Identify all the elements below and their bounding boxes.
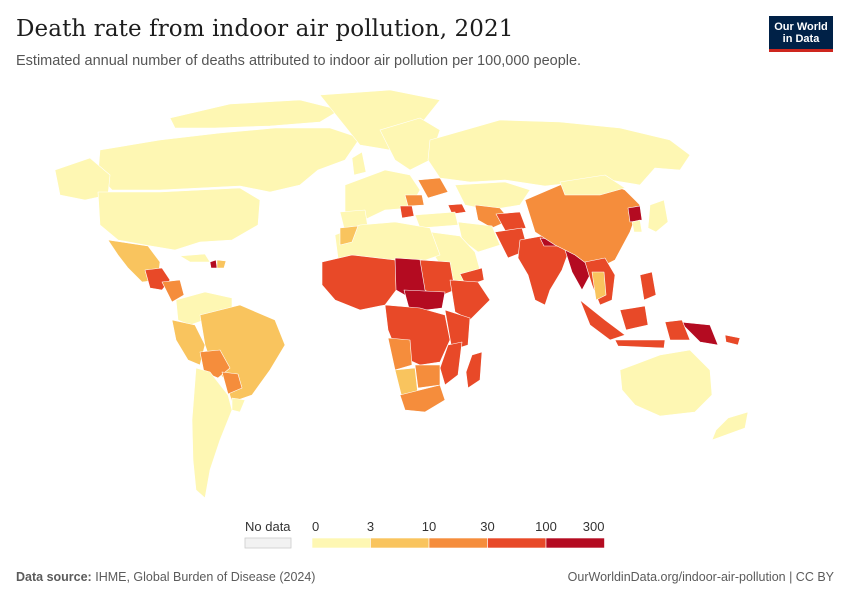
region-horn-of-africa[interactable] [449,279,491,321]
region-dominican[interactable] [216,259,227,269]
footer-source: Data source: IHME, Global Burden of Dise… [16,570,315,584]
legend-no-data-swatch [244,537,292,549]
region-east-africa[interactable] [444,309,471,351]
region-chile-argentina[interactable] [191,367,233,499]
region-korea-japan[interactable] [631,199,669,233]
region-madagascar[interactable] [465,351,483,389]
legend: No data 0 3 10 30 100 300 [244,519,605,549]
legend-bin[interactable] [311,537,371,549]
region-morocco[interactable] [339,225,359,246]
region-mozambique[interactable] [439,341,463,386]
chart-title: Death rate from indoor air pollution, 20… [16,16,514,42]
region-uk[interactable] [351,151,367,176]
region-uruguay[interactable] [231,397,246,413]
region-papua-new-guinea[interactable] [679,321,719,346]
legend-tick-label: 3 [367,519,374,534]
logo-line-2: in Data [782,32,820,45]
region-balkans[interactable] [399,205,415,219]
region-usa[interactable] [97,187,261,251]
legend-tick-label: 0 [312,519,319,534]
legend-no-data-label: No data [245,519,291,534]
region-mongolia[interactable] [559,174,626,196]
region-solomon[interactable] [724,334,741,346]
region-thailand[interactable] [591,271,607,301]
source-text: IHME, Global Burden of Disease (2024) [95,570,316,584]
region-arctic-islands[interactable] [169,99,341,129]
region-honduras-nicaragua[interactable] [161,279,185,303]
chart-subtitle: Estimated annual number of deaths attrib… [16,53,582,69]
region-haiti[interactable] [209,259,218,269]
region-philippines[interactable] [639,271,657,301]
region-turkey[interactable] [414,211,459,229]
region-south-africa[interactable] [399,384,446,413]
footer-url[interactable]: OurWorldinData.org/indoor-air-pollution … [567,570,834,584]
source-label: Data source: [16,570,92,584]
region-afghanistan[interactable] [495,211,527,233]
region-angola[interactable] [387,337,413,371]
legend-tick-label: 100 [535,519,557,534]
world-map [54,90,749,499]
region-new-zealand[interactable] [711,411,749,441]
region-west-africa[interactable] [321,254,401,311]
region-cuba[interactable] [179,253,211,263]
legend-bins: 0 3 10 30 100 300 [311,519,605,549]
region-north-korea[interactable] [627,205,643,223]
legend-bin[interactable] [487,537,547,549]
region-kazakhstan[interactable] [454,181,531,211]
region-indonesia[interactable] [579,299,666,349]
legend-tick-label: 300 [583,519,605,534]
region-car-south-sudan[interactable] [403,289,446,313]
owid-logo[interactable]: Our World in Data [769,16,833,52]
region-australia[interactable] [619,349,713,417]
legend-bin[interactable] [370,537,430,549]
region-sudan[interactable] [419,259,456,299]
region-paraguay[interactable] [221,371,243,395]
region-russia[interactable] [427,119,691,187]
region-caucasus[interactable] [447,203,467,215]
region-ukraine[interactable] [417,177,449,199]
legend-bin[interactable] [428,537,488,549]
region-peru-ecuador[interactable] [171,319,206,366]
legend-bin[interactable] [545,537,605,549]
legend-tick-label: 10 [422,519,436,534]
region-new-guinea-west[interactable] [664,319,691,341]
region-canada[interactable] [97,127,361,193]
region-romania[interactable] [404,194,425,207]
legend-tick-label: 30 [480,519,494,534]
logo-line-1: Our World [774,20,828,33]
region-botswana-zim[interactable] [414,364,441,389]
